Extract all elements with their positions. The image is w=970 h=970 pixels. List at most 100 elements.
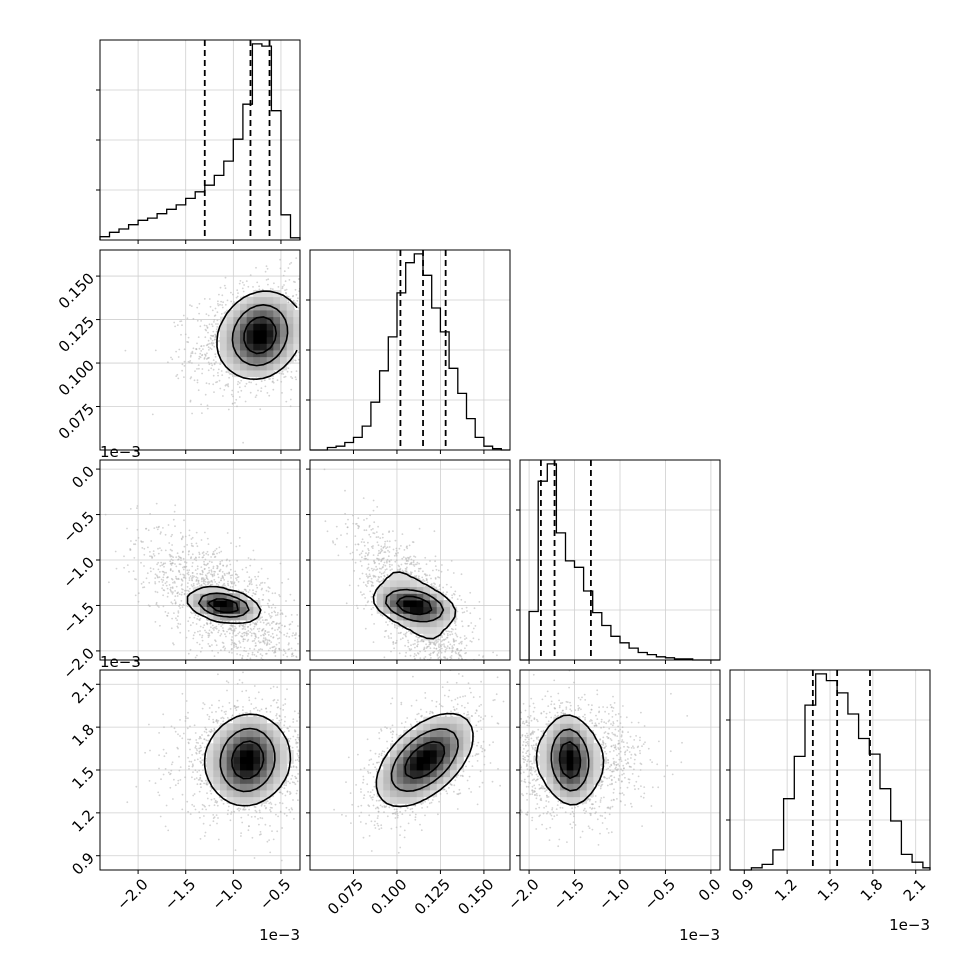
scatter-point (280, 718, 283, 721)
scatter-point (218, 546, 221, 549)
scatter-point (179, 766, 182, 768)
scatter-point (269, 711, 272, 713)
density-cell (213, 586, 221, 594)
scatter-point (287, 295, 290, 298)
scatter-point (151, 413, 154, 416)
scatter-point (244, 385, 247, 388)
density-cell (280, 316, 288, 324)
scatter-point (192, 347, 195, 350)
density-cell (253, 763, 261, 771)
scatter-point (226, 384, 229, 387)
scatter-point (222, 301, 225, 304)
scatter-point (207, 634, 210, 637)
density-cell (206, 743, 214, 751)
scatter-point (214, 581, 217, 583)
scatter-point (201, 639, 204, 642)
scatter-point (216, 800, 219, 803)
scatter-point (169, 555, 172, 558)
scatter-point (247, 814, 250, 816)
scatter-point (305, 262, 307, 264)
scatter-point (193, 793, 196, 795)
scatter-point (216, 311, 219, 314)
scatter-point (294, 738, 297, 741)
density-cell (233, 356, 241, 364)
scatter-point (381, 536, 384, 539)
scatter-point (264, 270, 267, 273)
scatter-point (267, 634, 270, 636)
scatter-point (235, 296, 238, 299)
scatter-point (283, 633, 286, 636)
scatter-point (278, 372, 281, 375)
scatter-point (262, 633, 265, 636)
scatter-point (214, 627, 217, 629)
scatter-point (204, 584, 207, 586)
scatter-point (278, 715, 281, 718)
scatter-point (288, 628, 291, 630)
scatter-point (168, 553, 171, 556)
scatter-point (217, 300, 219, 303)
scatter-point (244, 623, 247, 626)
scatter-point (328, 398, 330, 400)
scatter-point (278, 622, 280, 625)
density-cell (266, 743, 274, 751)
scatter-point (239, 808, 242, 810)
scatter-point (294, 288, 297, 291)
scatter-point (201, 580, 203, 583)
scatter-point (196, 319, 199, 322)
scatter-point (188, 579, 191, 581)
scatter-point (199, 777, 202, 779)
scatter-point (313, 645, 315, 647)
scatter-point (268, 798, 271, 800)
scatter-point (214, 555, 217, 558)
scatter-point (196, 368, 198, 370)
scatter-point (307, 737, 309, 739)
density-cell (293, 310, 300, 318)
scatter-point (286, 685, 288, 687)
scatter-point (257, 575, 260, 578)
scatter-point (194, 656, 197, 659)
scatter-point (210, 579, 213, 582)
scatter-point (304, 357, 306, 359)
scatter-point (307, 671, 309, 673)
scatter-point (223, 284, 226, 287)
density-cell (213, 750, 221, 758)
scatter-point (279, 609, 282, 612)
scatter-point (304, 807, 306, 809)
scatter-point (220, 577, 223, 580)
scatter-point (209, 342, 211, 345)
scatter-point (254, 806, 257, 808)
scatter-point (253, 639, 256, 642)
scatter-point (178, 556, 181, 559)
scatter-point (254, 635, 257, 637)
scatter-point (137, 592, 140, 595)
scatter-point (202, 822, 205, 825)
scatter-point (230, 300, 233, 303)
scatter-point (238, 679, 241, 681)
scatter-point (193, 575, 196, 578)
density-cell (226, 790, 234, 798)
scatter-point (472, 627, 475, 630)
scatter-point (143, 553, 146, 556)
scatter-point (197, 742, 200, 744)
scatter-point (288, 279, 291, 281)
scatter-point (336, 314, 338, 316)
scatter-point (295, 656, 298, 658)
scatter-point (163, 755, 166, 758)
scatter-point (177, 622, 180, 625)
scatter-point (209, 824, 212, 827)
scatter-point (310, 708, 312, 710)
scatter-point (247, 629, 250, 632)
scatter-point (277, 286, 280, 288)
scatter-point (179, 531, 182, 534)
scatter-point (148, 723, 150, 726)
scatter-point (229, 580, 232, 583)
density-cell (240, 606, 248, 614)
scatter-point (307, 285, 309, 287)
scatter-point (237, 580, 240, 583)
scatter-point (164, 582, 167, 585)
scatter-point (254, 637, 256, 640)
scatter-point (212, 565, 215, 568)
scatter-point (160, 531, 162, 534)
panel-1-2 (323, 468, 498, 660)
scatter-point (194, 370, 196, 372)
